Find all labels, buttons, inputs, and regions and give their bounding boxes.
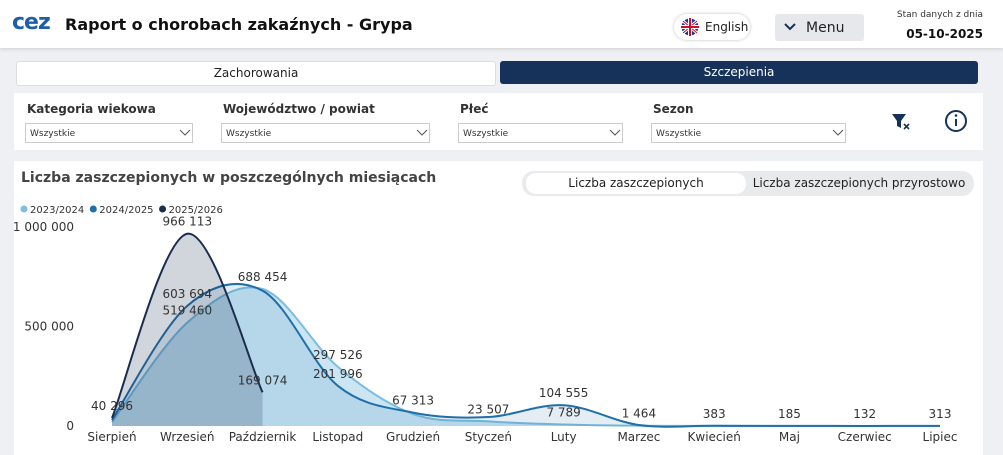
filter-value: Wszystkie: [463, 129, 509, 139]
tab-active[interactable]: Szczepienia: [500, 61, 978, 84]
filter-value: Wszystkie: [30, 129, 76, 139]
x-tick-label: Grudzień: [386, 430, 440, 444]
data-label: 297 526: [313, 348, 363, 362]
filter-value: Wszystkie: [656, 129, 702, 139]
tab[interactable]: Zachorowania: [16, 61, 496, 86]
data-label: 1 464: [622, 407, 656, 421]
filter-label: Województwo / powiat: [223, 102, 375, 116]
filter-label: Płeć: [460, 102, 489, 116]
legend-label: 2024/2025: [99, 205, 153, 216]
data-label: 104 555: [539, 386, 589, 400]
filter-select[interactable]: Wszystkie: [458, 123, 623, 143]
chart-panel: [14, 161, 983, 455]
y-tick-label: 1 000 000: [13, 220, 74, 234]
filter-label: Kategoria wiekowa: [27, 102, 156, 116]
toggle-label: Liczba zaszczepionych: [568, 176, 703, 190]
data-label: 7 789: [546, 405, 580, 419]
filter-value: Wszystkie: [226, 129, 272, 139]
series-area: [112, 283, 940, 427]
data-label: 603 694: [162, 287, 212, 301]
filter-select[interactable]: Wszystkie: [221, 123, 430, 143]
y-tick-label: 0: [66, 419, 74, 433]
language-button[interactable]: English: [674, 14, 750, 40]
series-area: [112, 287, 940, 426]
legend-dot: [159, 205, 167, 213]
y-tick-label: 500 000: [24, 320, 74, 334]
x-tick-label: Luty: [551, 430, 577, 444]
report-title: Raport o chorobach zakaźnych - Grypa: [65, 15, 413, 34]
x-tick-label: Czerwiec: [838, 430, 892, 444]
x-tick-label: Styczeń: [465, 430, 512, 444]
toggle-label[interactable]: Liczba zaszczepionych przyrostowo: [753, 176, 966, 190]
data-label: 688 454: [238, 270, 288, 284]
data-label: 383: [703, 407, 726, 421]
chevron: [784, 23, 796, 31]
filter-select[interactable]: Wszystkie: [651, 123, 846, 143]
x-tick-label: Marzec: [617, 430, 660, 444]
header: cez Raport o chorobach zakaźnych - Grypa…: [0, 0, 1003, 48]
x-tick-label: Sierpień: [87, 430, 136, 444]
data-label: 40 296: [91, 399, 133, 413]
flag-icon: [681, 18, 699, 36]
legend-dot: [89, 205, 97, 213]
data-label: 132: [853, 407, 876, 421]
filter-select[interactable]: Wszystkie: [25, 123, 193, 143]
status-date: 05-10-2025: [906, 27, 983, 41]
language-label: English: [705, 20, 749, 34]
series-area: [112, 233, 263, 426]
x-tick-label: Październik: [229, 430, 297, 444]
data-label: 201 996: [313, 367, 363, 381]
status-label: Stan danych z dnia: [896, 10, 983, 20]
legend-dot: [20, 205, 28, 213]
data-label: 67 313: [392, 394, 434, 408]
data-label: 169 074: [238, 373, 288, 387]
data-label: 519 460: [162, 304, 212, 318]
x-tick-label: Maj: [779, 430, 800, 444]
legend-label: 2025/2026: [169, 205, 223, 216]
x-tick-label: Wrzesień: [160, 430, 215, 444]
x-tick-label: Kwiecień: [688, 430, 741, 444]
x-tick-label: Listopad: [312, 430, 363, 444]
chart-title: Liczba zaszczepionych w poszczególnych m…: [21, 170, 436, 186]
filter-label: Sezon: [653, 102, 694, 116]
x-tick-label: Lipiec: [923, 430, 958, 444]
filter-panel: Kategoria wiekowa Wszystkie Województwo …: [14, 93, 983, 150]
data-label: 23 507: [467, 402, 509, 416]
data-label: 185: [778, 407, 801, 421]
toggle-option-active[interactable]: [526, 173, 746, 194]
logo: cez: [12, 10, 51, 35]
series-line: [111, 283, 941, 428]
series-line: [111, 232, 264, 419]
legend-label: 2023/2024: [30, 205, 84, 216]
menu-label: Menu: [806, 20, 845, 36]
menu-button[interactable]: Menu: [775, 14, 864, 41]
data-label: 313: [929, 407, 952, 421]
data-label: 966 113: [162, 215, 212, 229]
